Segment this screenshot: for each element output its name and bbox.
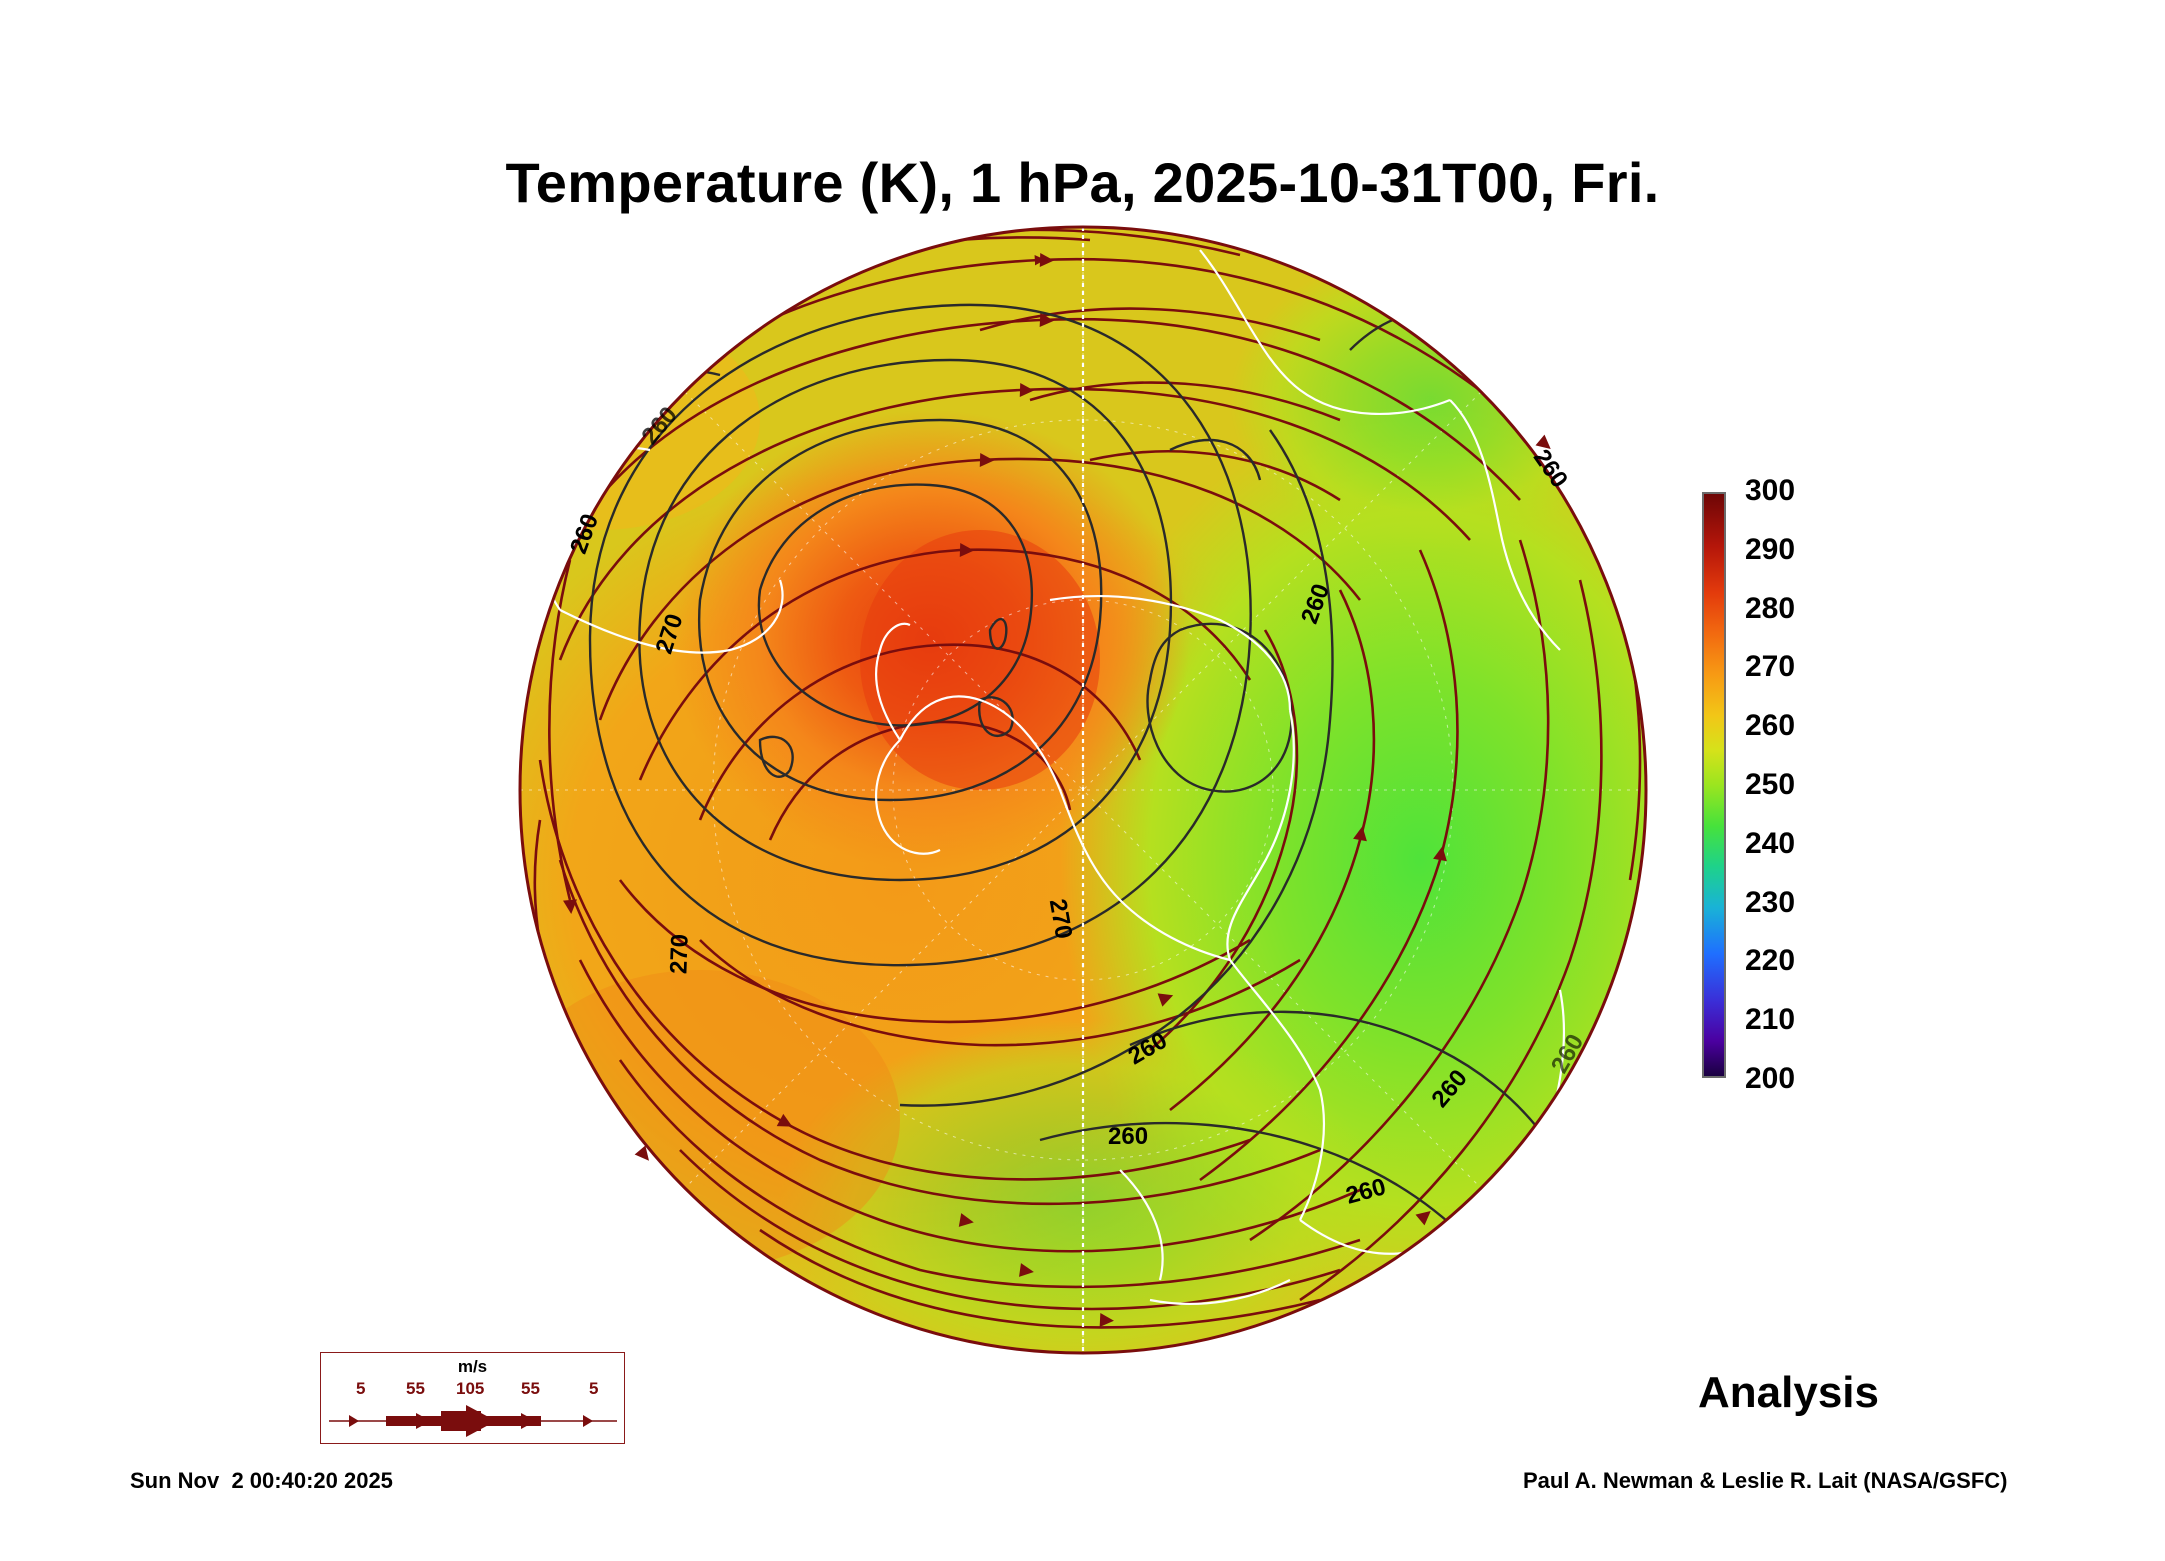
- temperature-field: [520, 227, 1646, 1353]
- generation-timestamp: Sun Nov 2 00:40:20 2025: [130, 1468, 393, 1493]
- analysis-label: Analysis: [1698, 1368, 1879, 1417]
- wind-speed-label: 55: [406, 1379, 425, 1398]
- contour-label: 270: [665, 933, 694, 975]
- streamline-arrowheads: [563, 253, 1551, 1327]
- colorbar-label: 250: [1745, 768, 1796, 801]
- wind-speed-label: 55: [521, 1379, 540, 1398]
- temperature-colorbar: [1702, 492, 1726, 1078]
- wind-unit-label: m/s: [457, 1357, 488, 1376]
- contour-label: 260: [1108, 1123, 1149, 1150]
- wind-scale-arrow: [329, 1405, 617, 1437]
- colorbar-label: 240: [1745, 827, 1796, 860]
- map-title: Temperature (K), 1 hPa, 2025-10-31T00, F…: [505, 151, 1660, 214]
- colorbar-label: 270: [1745, 650, 1796, 683]
- colorbar-label: 300: [1745, 474, 1796, 507]
- colorbar-label: 200: [1745, 1062, 1796, 1095]
- colorbar-label: 210: [1745, 1003, 1796, 1036]
- colorbar-label: 260: [1745, 709, 1796, 742]
- wind-speed-label: 5: [589, 1379, 599, 1398]
- author-credit: Paul A. Newman & Leslie R. Lait (NASA/GS…: [1523, 1468, 2008, 1493]
- wind-speed-legend: m/s 5 55 105 55 5: [320, 1352, 625, 1444]
- wind-speed-label: 5: [356, 1379, 366, 1398]
- colorbar-label: 220: [1745, 944, 1796, 977]
- colorbar-label: 230: [1745, 886, 1796, 919]
- wind-speed-label: 105: [456, 1379, 485, 1398]
- colorbar-label: 280: [1745, 592, 1796, 625]
- globe-edge: [518, 225, 1648, 1355]
- colorbar-label: 290: [1745, 533, 1796, 566]
